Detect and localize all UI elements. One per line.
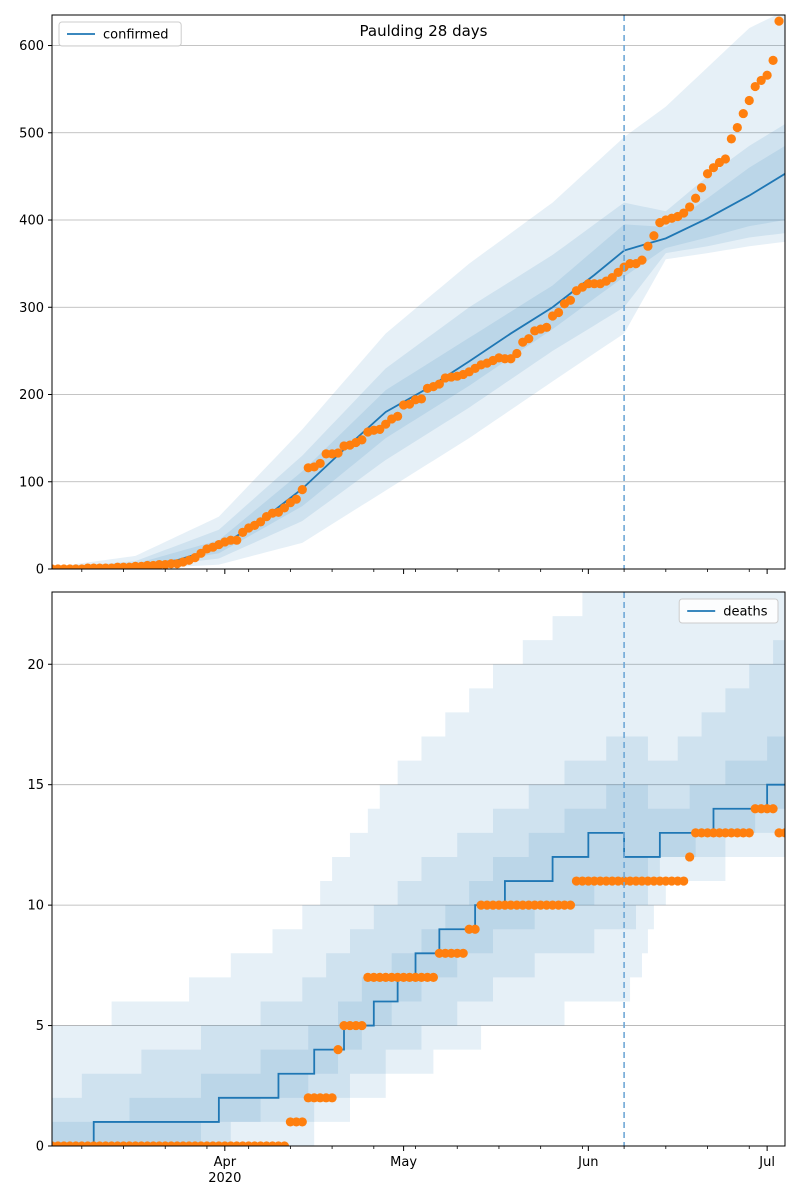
- band-inner: [52, 145, 785, 569]
- observed-point: [327, 1093, 337, 1103]
- observed-point: [297, 485, 307, 495]
- observed-point: [774, 16, 784, 26]
- y-tick-label: 5: [36, 1019, 44, 1034]
- deaths-panel: 0 5 10 15 20 deaths: [27, 591, 800, 1155]
- observed-point: [744, 828, 754, 838]
- observed-point: [416, 394, 427, 404]
- observed-point: [565, 295, 576, 305]
- y-tick-label: 500: [19, 126, 44, 141]
- observed-point: [613, 267, 623, 277]
- confirmed-panel: 0 100 200 300 400 500 600 Paulding 28 days confi…: [19, 14, 786, 578]
- observed-point: [792, 780, 800, 789]
- observed-point: [506, 354, 516, 364]
- observed-point: [470, 924, 480, 934]
- observed-point: [732, 122, 742, 133]
- observed-point: [279, 503, 290, 513]
- observed-point: [291, 494, 301, 504]
- legend-box: [678, 598, 779, 624]
- observed-point: [783, 15, 785, 16]
- observed-point: [428, 972, 438, 982]
- x-tick-sublabel: 2020: [208, 1171, 241, 1186]
- band-inner: [52, 736, 785, 1146]
- y-tick-label: 15: [27, 778, 44, 793]
- band-outer: [52, 15, 785, 569]
- observed-point: [357, 435, 367, 445]
- observed-point: [279, 1141, 290, 1146]
- observed-point: [458, 948, 468, 958]
- observed-point: [357, 1020, 367, 1031]
- observed-point: [685, 202, 695, 212]
- legend-box: [58, 21, 182, 47]
- observed-point: [685, 852, 695, 862]
- observed-point: [381, 419, 391, 429]
- observed-point: [756, 75, 766, 86]
- observed-point: [315, 458, 325, 469]
- observed-point: [679, 208, 689, 218]
- observed-point: [333, 448, 343, 458]
- y-tick-label: 600: [19, 39, 44, 54]
- observed-point: [637, 255, 647, 265]
- y-tick-label: 100: [19, 475, 44, 490]
- band-middle: [52, 640, 785, 1146]
- observed-point: [333, 1045, 343, 1055]
- band-outer: [52, 592, 785, 1146]
- observed-point: [720, 154, 731, 164]
- observed-point: [768, 804, 778, 814]
- axes-frame: [51, 591, 786, 1147]
- observed-point: [786, 780, 795, 789]
- plot-area: [52, 15, 785, 569]
- observed-point: [553, 307, 564, 318]
- plot-area: [52, 592, 800, 1146]
- observed-point: [643, 241, 653, 251]
- y-tick-label: 200: [19, 388, 44, 403]
- observed-point: [696, 183, 707, 193]
- observed-point: [726, 134, 736, 144]
- observed-point: [542, 322, 552, 332]
- observed-point: [565, 900, 576, 910]
- observed-point: [738, 108, 748, 119]
- observed-point: [649, 231, 659, 241]
- observed-point: [768, 55, 778, 65]
- observed-point: [297, 1117, 307, 1127]
- y-tick-label: 10: [27, 899, 44, 914]
- axes-frame: [51, 14, 786, 570]
- observed-point: [691, 193, 701, 203]
- x-tick-label: Jul: [758, 1155, 775, 1170]
- observed-point: [607, 273, 617, 283]
- observed-point: [232, 535, 242, 545]
- observed-point: [679, 876, 689, 886]
- observed-point: [750, 81, 760, 92]
- legend-label: confirmed: [103, 28, 169, 43]
- band-middle: [52, 124, 785, 569]
- y-tick-label: 20: [27, 658, 44, 673]
- observed-point: [434, 379, 444, 389]
- observed-point: [762, 70, 772, 80]
- observed-point: [512, 348, 522, 359]
- observed-point: [780, 828, 785, 838]
- observed-point: [744, 95, 754, 106]
- observed-point: [524, 334, 534, 344]
- observed-point: [375, 424, 385, 435]
- observed-point: [702, 169, 713, 179]
- legend-label: deaths: [723, 605, 768, 620]
- y-tick-label: 400: [19, 214, 44, 229]
- y-tick-label: 0: [36, 563, 44, 578]
- x-tick-label: May: [390, 1155, 417, 1170]
- chart-title: Paulding 28 days: [360, 22, 488, 40]
- observed-point: [708, 163, 719, 173]
- x-tick-label: Apr: [214, 1155, 237, 1170]
- y-tick-label: 300: [19, 301, 44, 316]
- observed-point: [393, 411, 403, 421]
- x-tick-label: Jun: [577, 1155, 598, 1170]
- y-tick-label: 0: [36, 1140, 44, 1155]
- observed-point: [255, 517, 266, 527]
